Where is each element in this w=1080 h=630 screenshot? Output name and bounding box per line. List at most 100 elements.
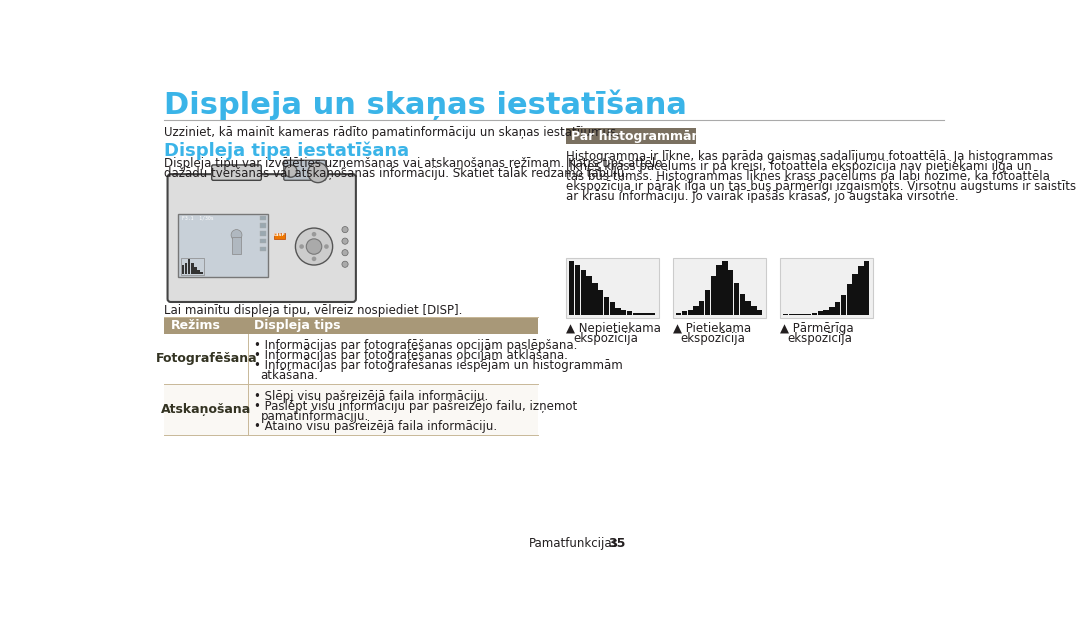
Bar (273, 232, 284, 239)
Bar (200, 272, 203, 274)
Circle shape (308, 163, 328, 183)
Bar (688, 310, 693, 315)
Bar (650, 313, 656, 315)
Bar (626, 311, 632, 315)
Bar (800, 314, 806, 315)
Bar (609, 302, 615, 315)
Bar (581, 270, 586, 315)
Bar (645, 313, 650, 315)
Bar (592, 283, 597, 315)
Text: ekspozīcija: ekspozīcija (787, 332, 852, 345)
Bar (598, 290, 604, 315)
Bar (723, 261, 728, 315)
Bar (260, 224, 266, 228)
Text: Displeja tipu var izvēlēties uzņemšanas vai atskaņošanas režīmam. Katrs tips att: Displeja tipu var izvēlēties uzņemšanas … (164, 158, 663, 170)
Text: Atskaņošana: Atskaņošana (161, 403, 252, 416)
Text: • Ataino visu pašreizējā faila informāciju.: • Ataino visu pašreizējā faila informāci… (255, 420, 498, 433)
Circle shape (307, 239, 322, 255)
Circle shape (312, 256, 316, 261)
Text: ekspozīcija: ekspozīcija (573, 332, 638, 345)
Text: Režims: Režims (171, 319, 220, 331)
Bar (178, 214, 268, 277)
Bar (194, 266, 197, 274)
Text: Fotografēšana: Fotografēšana (156, 352, 257, 365)
Bar (164, 384, 538, 435)
Text: Displeja un skaņas iestatīšana: Displeja un skaņas iestatīšana (164, 89, 687, 120)
Bar (728, 270, 733, 315)
Text: tas būs tumšs. Histogrammas līknes krass pacēlums pa labi nozīmē, ka fotoattēla: tas būs tumšs. Histogrammas līknes krass… (566, 170, 1050, 183)
Bar (180, 258, 204, 275)
Text: dažādu tveršanas vai atskaņošanas informāciju. Skatiet tālāk redzamo tabulu.: dažādu tveršanas vai atskaņošanas inform… (164, 167, 629, 180)
Circle shape (342, 261, 348, 267)
Bar (818, 311, 823, 315)
Bar (569, 261, 575, 315)
Bar (705, 290, 711, 315)
Text: līknes krass pacēlums ir pa kreisi, fotoattēla ekspozīcija nav pietiekami ilga u: līknes krass pacēlums ir pa kreisi, foto… (566, 160, 1031, 173)
Bar (188, 259, 190, 274)
Text: ekspozīcija: ekspozīcija (680, 332, 745, 345)
Bar (823, 310, 828, 315)
Bar (164, 333, 538, 384)
Text: pamatinformāciju.: pamatinformāciju. (260, 410, 368, 423)
Circle shape (284, 165, 297, 177)
Text: ▲ Nepietiekama: ▲ Nepietiekama (566, 322, 661, 335)
Text: Histogramma ir līkne, kas parāda gaismas sadalījumu fotoattēlā. Ja histogrammas: Histogramma ir līkne, kas parāda gaismas… (566, 151, 1053, 163)
Bar (181, 265, 185, 274)
Bar (197, 270, 200, 274)
Text: Displeja tips: Displeja tips (255, 319, 341, 331)
Bar (260, 239, 266, 243)
Text: atkāšana.: atkāšana. (260, 369, 319, 382)
Text: Displeja tipa iestatīšana: Displeja tipa iestatīšana (164, 142, 409, 160)
Circle shape (342, 227, 348, 232)
Bar (847, 284, 852, 315)
Circle shape (342, 238, 348, 244)
Bar (835, 302, 840, 315)
Bar (852, 274, 858, 315)
Bar (783, 314, 788, 315)
Bar (621, 310, 626, 315)
Bar (260, 231, 266, 236)
FancyBboxPatch shape (212, 165, 261, 180)
Bar (575, 265, 580, 315)
Bar (586, 275, 592, 315)
Bar (693, 306, 699, 315)
Bar (752, 306, 757, 315)
Bar (840, 295, 846, 315)
Bar (681, 311, 687, 315)
Bar (711, 275, 716, 315)
Bar (788, 314, 794, 315)
Bar (164, 317, 538, 333)
Bar (716, 265, 721, 315)
Text: ▲ Pārmērīga: ▲ Pārmērīga (780, 322, 853, 335)
Text: Lai mainītu displeja tipu, vēlreiz nospiediet [DISP].: Lai mainītu displeja tipu, vēlreiz nospi… (164, 304, 463, 318)
Bar (780, 258, 873, 318)
Bar (638, 313, 644, 315)
Text: F3.1  1/30s: F3.1 1/30s (181, 215, 213, 220)
Bar (812, 312, 818, 315)
Bar (616, 308, 621, 315)
Bar (566, 258, 659, 318)
Bar (566, 128, 697, 144)
Circle shape (324, 244, 328, 249)
FancyBboxPatch shape (284, 160, 326, 180)
Circle shape (231, 229, 242, 241)
Bar (864, 261, 869, 315)
Bar (699, 301, 704, 315)
Bar (260, 246, 266, 251)
Text: • Informācijas par fotografēšanas opcijām atklāšana.: • Informācijas par fotografēšanas opcijā… (255, 349, 568, 362)
Bar (604, 297, 609, 315)
Bar (191, 263, 193, 274)
Bar (806, 314, 811, 315)
Bar (859, 266, 864, 315)
Text: ekspozīcija ir pārāk ilga un tas būs pārmērīgi izgaismots. Virsotņu augstums ir : ekspozīcija ir pārāk ilga un tas būs pār… (566, 180, 1076, 193)
Bar (185, 263, 187, 274)
Text: • Slēpj visu pašreizējā faila informāciju.: • Slēpj visu pašreizējā faila informācij… (255, 390, 488, 403)
Bar (745, 301, 751, 315)
Bar (676, 313, 681, 315)
Text: ▲ Pietiekama: ▲ Pietiekama (673, 322, 751, 335)
Text: • Informācijas par fotografēšanas iespējām un histogrammām: • Informācijas par fotografēšanas iespēj… (255, 359, 623, 372)
Bar (795, 314, 800, 315)
Text: Uzziniet, kā mainīt kameras rādīto pamatinformāciju un skaņas iestatījumus.: Uzziniet, kā mainīt kameras rādīto pamat… (164, 127, 620, 139)
Bar (260, 215, 266, 220)
Bar (673, 258, 766, 318)
